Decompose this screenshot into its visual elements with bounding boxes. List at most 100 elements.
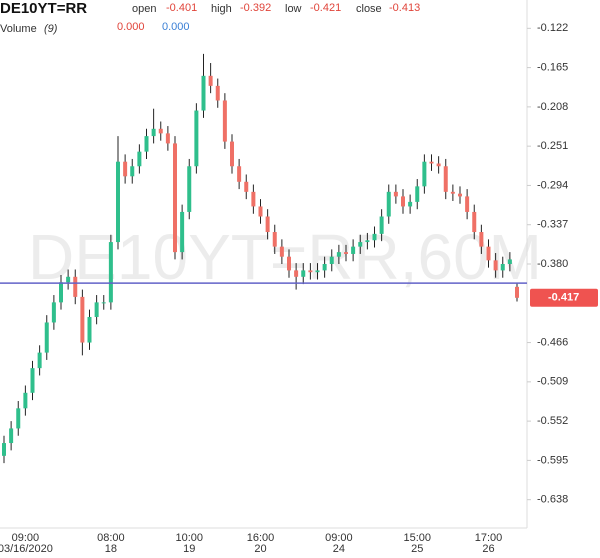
candle-body	[222, 100, 227, 142]
candle-body	[130, 166, 135, 177]
candle-body	[30, 368, 35, 393]
candle-body	[51, 302, 56, 323]
low-value: -0.421	[310, 2, 341, 14]
close-value: -0.413	[389, 2, 420, 14]
candle-body	[201, 75, 206, 111]
x-tick-label: 15:00	[403, 532, 431, 544]
y-tick-label: -0.251	[537, 140, 568, 152]
x-date-label: 03/16/2020	[0, 543, 53, 555]
y-tick-label: -0.294	[537, 179, 568, 191]
x-tick-label: 09:00	[325, 532, 353, 544]
open-label: open	[132, 3, 156, 15]
candle-body	[272, 232, 277, 247]
candle-body	[372, 233, 377, 241]
candle-body	[429, 161, 434, 164]
y-tick-label: -0.208	[537, 101, 568, 113]
candle-body	[244, 181, 249, 192]
candle-body	[294, 270, 299, 277]
candle-body	[44, 322, 49, 353]
candle-body	[251, 191, 256, 207]
x-tick-label: 17:00	[475, 532, 503, 544]
candle-body	[230, 141, 234, 167]
y-tick-label: -0.638	[537, 494, 568, 506]
candle-body	[194, 110, 199, 167]
candle-body	[436, 163, 441, 167]
candle-body	[401, 196, 405, 207]
candle-body	[507, 259, 512, 264]
x-date-label: 25	[411, 543, 423, 555]
y-tick-label: -0.337	[537, 219, 568, 231]
candle-body	[187, 166, 192, 212]
y-tick-label: -0.466	[537, 336, 568, 348]
candle-body	[379, 216, 384, 234]
candle-body	[515, 286, 519, 298]
x-date-label: 26	[482, 543, 494, 555]
candle-body	[165, 133, 170, 144]
candle-body	[301, 270, 306, 277]
candle-body	[279, 246, 284, 257]
candle-body	[393, 191, 398, 197]
candle-body	[116, 161, 120, 243]
watermark: DE10YT=RR,60M	[28, 221, 542, 293]
candle-body	[66, 276, 71, 283]
candle-body	[158, 128, 163, 134]
candle-body	[386, 191, 391, 217]
candle-body	[479, 232, 484, 247]
candle-body	[458, 193, 462, 197]
candle-body	[450, 191, 455, 194]
candle-body	[500, 264, 505, 271]
candle-body	[137, 151, 142, 167]
candle-body	[16, 408, 21, 429]
candle-body	[365, 240, 370, 243]
candle-body	[422, 161, 427, 187]
candle-body	[287, 256, 291, 271]
y-tick-label: -0.595	[537, 454, 568, 466]
candle-body	[465, 196, 470, 212]
candle-body	[358, 242, 363, 247]
candle-body	[315, 270, 320, 273]
candle-body	[344, 252, 348, 254]
x-date-label: 18	[105, 543, 117, 555]
candle-body	[80, 296, 85, 343]
volume-label: Volume	[0, 23, 37, 35]
candle-body	[144, 136, 149, 152]
candle-body	[151, 128, 156, 137]
candle-body	[486, 246, 491, 261]
last-price-label: -0.417	[548, 292, 579, 304]
volume-value: 0.000	[162, 21, 190, 33]
volume-param: (9)	[44, 23, 58, 35]
candle-body	[101, 302, 106, 304]
x-date-label: 20	[254, 543, 266, 555]
candle-body	[493, 260, 498, 271]
candle-body	[94, 302, 99, 317]
x-tick-label: 09:00	[12, 532, 40, 544]
last-price-box	[530, 288, 598, 307]
candle-body	[443, 166, 448, 192]
candle-body	[2, 443, 6, 456]
y-tick-label: -0.165	[537, 62, 568, 74]
high-value: -0.392	[240, 2, 271, 14]
y-tick-label: -0.509	[537, 376, 568, 388]
symbol: DE10YT=RR	[0, 0, 87, 17]
candle-body	[23, 392, 28, 409]
high-label: high	[211, 3, 232, 15]
x-tick-label: 10:00	[175, 532, 203, 544]
candle-body	[322, 264, 327, 271]
candle-body	[415, 186, 420, 202]
x-tick-label: 08:00	[97, 532, 125, 544]
candle-body	[351, 246, 356, 254]
open-value: -0.401	[166, 2, 197, 14]
candle-body	[472, 211, 477, 233]
x-tick-label: 16:00	[247, 532, 275, 544]
candle-body	[123, 161, 128, 177]
y-tick-label: -0.552	[537, 415, 568, 427]
candle-body	[265, 216, 270, 233]
candle-body	[73, 276, 78, 297]
candle-body	[336, 252, 341, 257]
candle-body	[258, 206, 263, 217]
candle-body	[37, 352, 42, 369]
candle-body	[208, 75, 213, 86]
candle-body	[329, 256, 334, 264]
candle-body	[237, 166, 242, 182]
candle-body	[108, 242, 113, 303]
